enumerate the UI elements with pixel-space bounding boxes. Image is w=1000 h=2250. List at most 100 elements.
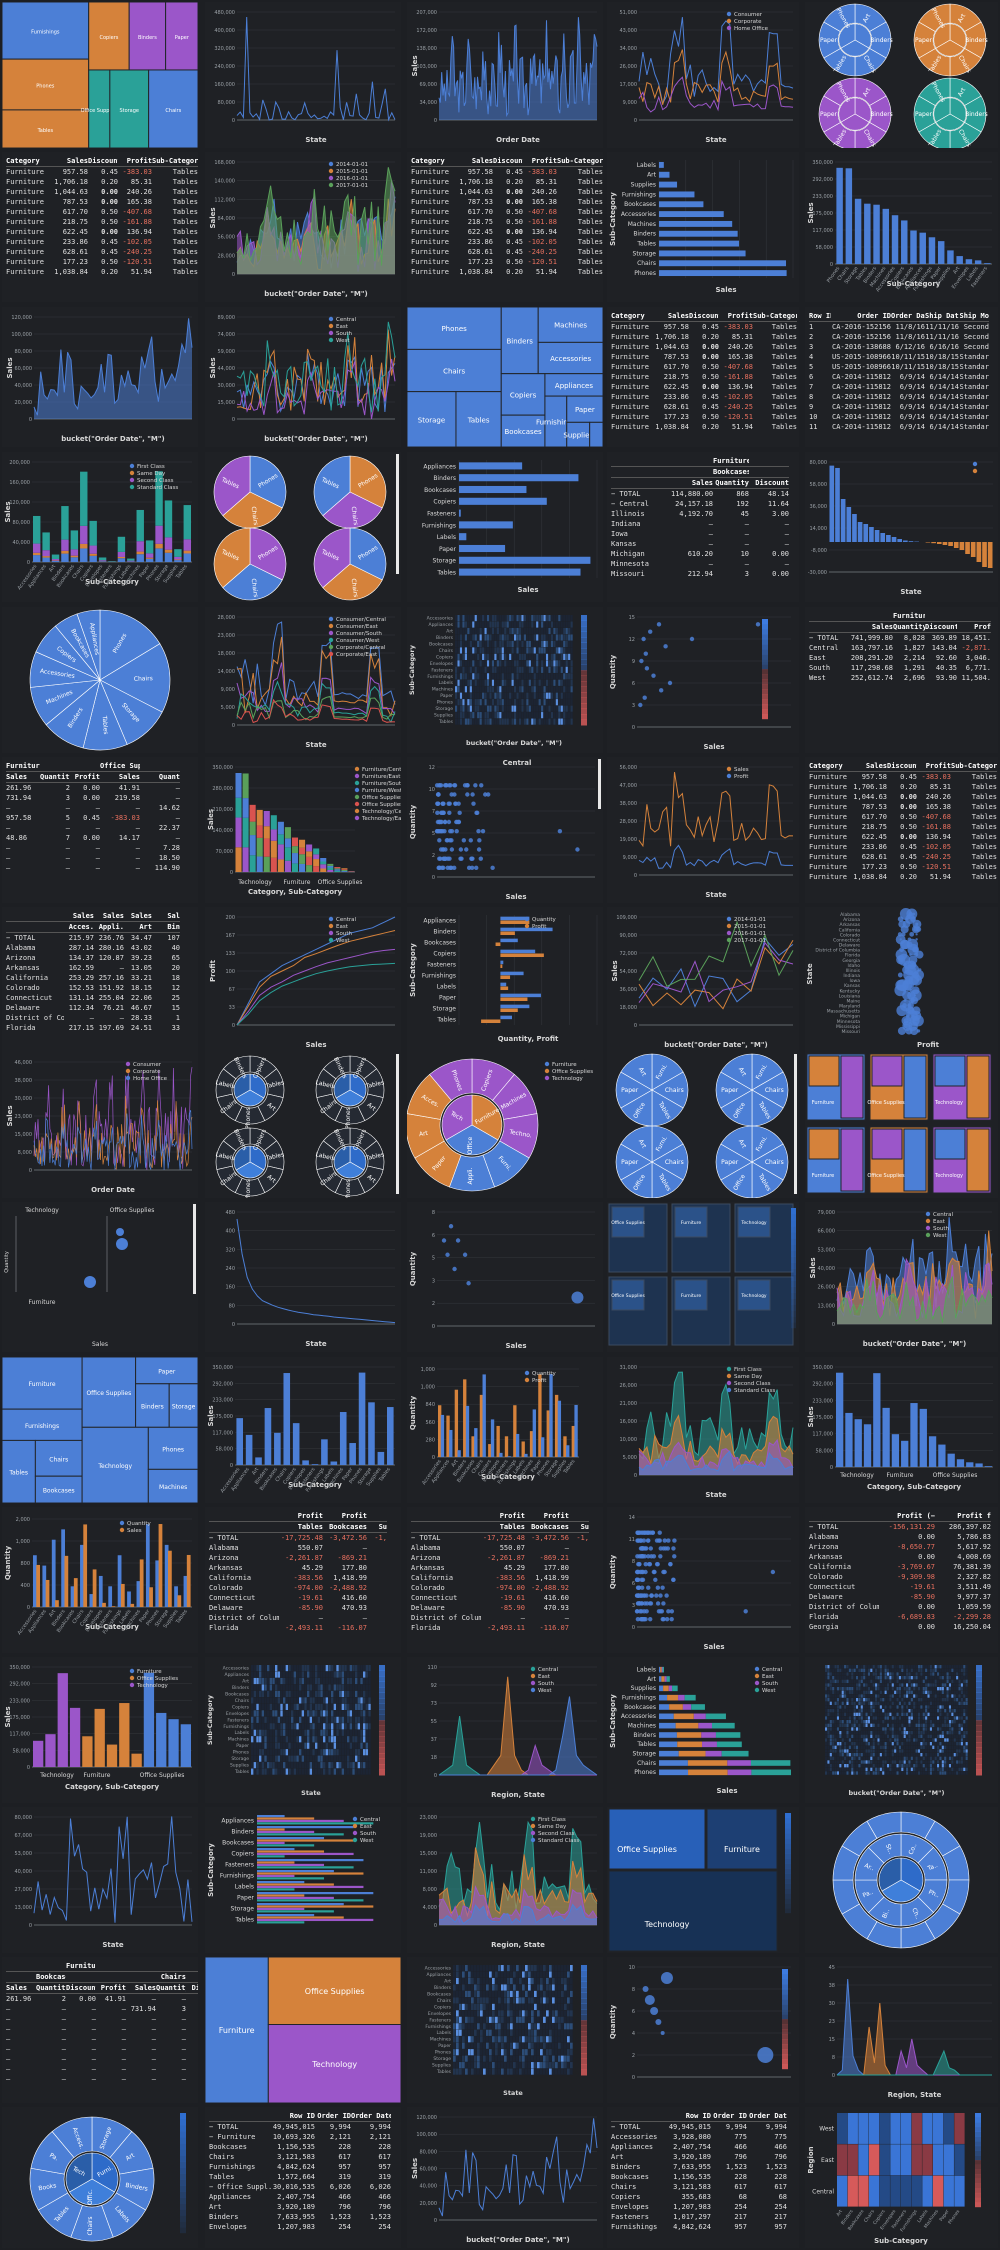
y-tick-label: Machines [432, 687, 454, 693]
y-tick-label: 120,000 [9, 500, 30, 506]
bar-sales [149, 1587, 153, 1607]
table-row: East 208,291.20 2,214 92.60 3,046. [809, 653, 991, 663]
scatter-point [466, 865, 472, 871]
table-cell: 6,771. [965, 664, 991, 672]
heatmap-cell [560, 699, 563, 706]
heatmap-cell [965, 1683, 968, 1687]
heatmap-cell [499, 621, 502, 628]
heatmap-cell [891, 1687, 894, 1691]
heatmap-cell [915, 1683, 918, 1687]
stacked-hbar-segment [659, 1666, 661, 1673]
area-ship-mode-state: 0 5,000 10,000 16,000 21,000 26,000 31,000 Stat… [607, 1357, 799, 1503]
scatter-point [896, 1005, 908, 1017]
table-cell: 8 [809, 393, 814, 401]
table-cell: — [362, 1544, 367, 1552]
heatmap-cell [462, 640, 465, 648]
heatmap-cell [291, 1710, 294, 1717]
legend-entry: Second Class [734, 1381, 771, 1387]
slice-label: Chairs [665, 1159, 684, 1166]
heatmap-cell [560, 653, 563, 660]
scatter-point [638, 702, 643, 708]
heatmap-cell [315, 1749, 318, 1756]
scatter-point [490, 865, 495, 871]
y-tick-label: 480,000 [214, 10, 235, 16]
heatmap-cell [472, 627, 475, 635]
heatmap-cell [344, 1697, 347, 1704]
heatmap-cell [457, 679, 460, 686]
heatmap-cell [301, 1736, 305, 1743]
colorbar-segment [791, 1310, 796, 1317]
heatmap-cell [910, 1668, 913, 1673]
y-tick-label: Iowa [849, 978, 860, 984]
heatmap-cell [474, 666, 477, 673]
chart-svg: 015,00030,00044,00059,00074,00089,000buc… [209, 315, 396, 443]
heatmap-cell [898, 1668, 901, 1673]
heatmap-cell [836, 1676, 839, 1680]
stacked-hbar-segment [711, 1722, 735, 1729]
table-row: Furniture 1,044.63 0.00 240.26 Tables [6, 187, 198, 197]
bar-sales [83, 1524, 88, 1607]
heatmap-cell [251, 1684, 254, 1691]
table-row: West 252,612.74 2,696 93.90 11,504. [809, 673, 991, 683]
y-tick-label: Labels [235, 1730, 250, 1736]
y-tick-label: Appliances [225, 1672, 250, 1678]
scrollbar[interactable] [396, 1054, 399, 1194]
scrollbar[interactable] [396, 454, 399, 574]
table-cell: Profit [126, 157, 152, 165]
y-tick-label: Indiana [843, 973, 860, 979]
table-cell: -120.51 [527, 258, 557, 266]
heatmap-cell [879, 1672, 882, 1676]
scrollbar[interactable] [598, 759, 601, 809]
heatmap-cell [889, 1683, 892, 1687]
legend-entry: South [933, 1226, 949, 1232]
heatmap-cell [872, 1676, 875, 1680]
heatmap-cell [323, 1762, 326, 1769]
legend-swatch [530, 1666, 536, 1672]
heatmap-cell [365, 1768, 369, 1775]
bar-sales [515, 1433, 520, 1457]
x-axis-label: bucket("Order Date", "M") [61, 435, 164, 443]
table-cell: Furniture [6, 228, 44, 236]
heatmap-cell [884, 1676, 887, 1680]
heatmap-cell [325, 1671, 329, 1678]
scatter-point [437, 856, 442, 861]
table-cell: 0.45 [506, 248, 523, 256]
heatmap-cell [365, 1736, 369, 1743]
table-cell: Furniture [611, 403, 649, 411]
heatmap-cell [285, 1716, 289, 1723]
heatmap-cell [317, 1716, 321, 1723]
bar-sales [540, 1437, 545, 1457]
heatmap-cell [469, 627, 472, 635]
slice-label: Labels [315, 1151, 335, 1162]
heatmap-cell [309, 1697, 313, 1704]
heatmap-cell [299, 1742, 302, 1749]
bar-quantity [479, 1394, 484, 1457]
heatmap-cell [299, 1671, 302, 1678]
y-tick-label: 5,000 [221, 705, 235, 711]
heatmap-cell [296, 1716, 299, 1723]
heatmap-cell [521, 712, 524, 719]
heatmap-cell [925, 1665, 928, 1669]
scrollbar[interactable] [794, 1054, 797, 1194]
bar-category-sub [143, 1672, 155, 1767]
heatmap-cell [884, 1683, 887, 1687]
scrollbar[interactable] [193, 1204, 196, 1294]
table-cell [367, 1543, 387, 1553]
table-cell: -161.88 [921, 823, 951, 831]
bar-supplies [659, 181, 678, 188]
heatmap-cell [937, 1668, 940, 1673]
stacked-bar-segment [320, 857, 327, 862]
heatmap-cell [565, 705, 568, 712]
legend-entry: Profit [734, 774, 749, 780]
heatmap-cell [333, 1665, 337, 1672]
heatmap-cell [846, 1687, 849, 1691]
x-tick-label: Art [450, 1459, 459, 1469]
x-axis-label: State [301, 1789, 321, 1797]
bar-state-profit [948, 542, 953, 546]
heatmap-cell [565, 673, 568, 680]
heatmap-cell [261, 1749, 265, 1756]
table-cell: 261.96 [6, 784, 32, 792]
legend-entry: Central [933, 1212, 953, 1218]
y-tick-label: 7 [432, 809, 435, 815]
heatmap-cell [545, 640, 549, 648]
